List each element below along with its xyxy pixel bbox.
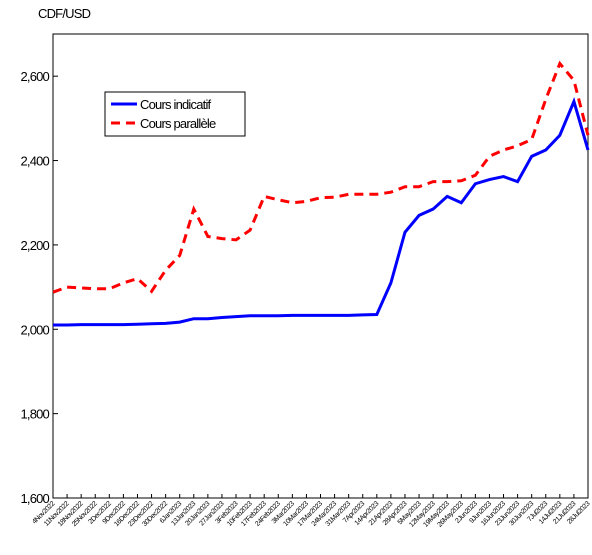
- series-line: [53, 96, 590, 327]
- y-tick-label: 2,200: [20, 238, 49, 253]
- y-tick-label: 1,800: [20, 407, 49, 422]
- y-tick-label: 2,600: [20, 69, 49, 84]
- y-tick-label: 2,400: [20, 154, 49, 169]
- y-axis-title: CDF/USD: [38, 6, 91, 21]
- legend-label: Cours indicatif: [140, 97, 212, 112]
- legend-label: Cours parallèle: [140, 116, 216, 131]
- series-line: [52, 60, 590, 294]
- legend-box: [104, 91, 246, 137]
- y-tick-label: 2,000: [20, 322, 49, 337]
- y-tick-label: 1,600: [20, 491, 49, 506]
